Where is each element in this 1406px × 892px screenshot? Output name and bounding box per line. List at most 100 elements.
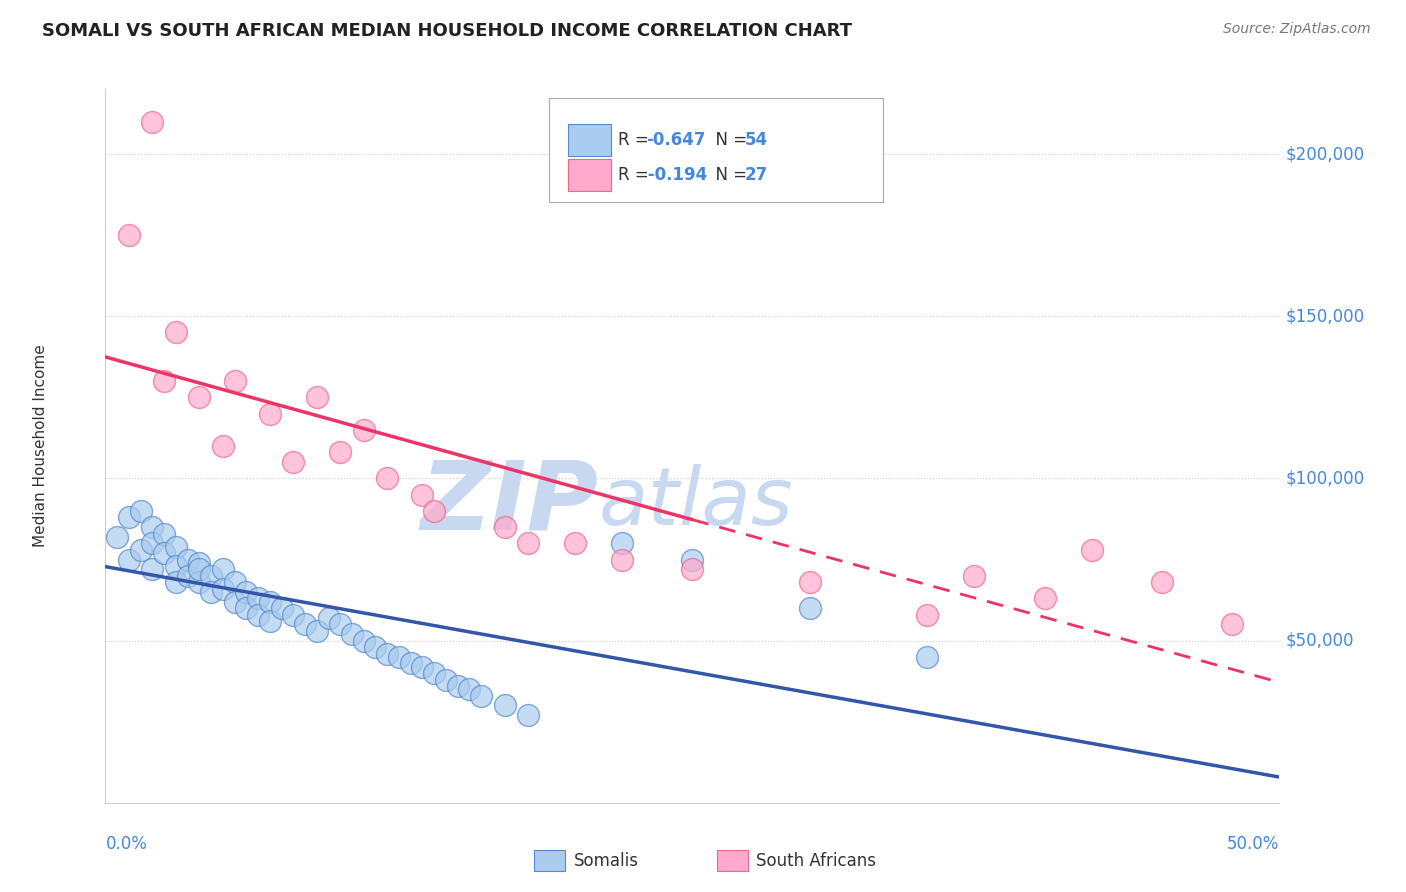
Point bbox=[176, 552, 198, 566]
Point bbox=[375, 471, 398, 485]
Point bbox=[318, 611, 340, 625]
Point bbox=[188, 390, 211, 404]
Text: 0.0%: 0.0% bbox=[105, 835, 148, 853]
Point bbox=[517, 536, 540, 550]
Text: SOMALI VS SOUTH AFRICAN MEDIAN HOUSEHOLD INCOME CORRELATION CHART: SOMALI VS SOUTH AFRICAN MEDIAN HOUSEHOLD… bbox=[42, 22, 852, 40]
Point bbox=[224, 595, 246, 609]
Point bbox=[118, 228, 141, 243]
Text: R =: R = bbox=[617, 166, 654, 184]
Point bbox=[141, 562, 163, 576]
Point bbox=[305, 390, 328, 404]
Point bbox=[165, 575, 187, 590]
Point bbox=[799, 575, 821, 590]
Text: $150,000: $150,000 bbox=[1285, 307, 1364, 326]
Point bbox=[105, 530, 128, 544]
Text: 54: 54 bbox=[744, 131, 768, 149]
Point bbox=[375, 647, 398, 661]
Point bbox=[247, 591, 270, 606]
Text: $200,000: $200,000 bbox=[1285, 145, 1364, 163]
Point bbox=[353, 633, 375, 648]
Point bbox=[211, 562, 233, 576]
Text: 50.0%: 50.0% bbox=[1227, 835, 1279, 853]
Point bbox=[364, 640, 387, 654]
Point bbox=[329, 445, 352, 459]
Point bbox=[470, 689, 492, 703]
Point bbox=[799, 601, 821, 615]
Point bbox=[423, 504, 446, 518]
Point bbox=[283, 455, 305, 469]
Point bbox=[118, 510, 141, 524]
Point bbox=[399, 657, 422, 671]
Point bbox=[188, 575, 211, 590]
Point bbox=[118, 552, 141, 566]
Point bbox=[153, 374, 176, 388]
Point bbox=[446, 679, 468, 693]
Point bbox=[259, 614, 281, 628]
Point bbox=[458, 682, 481, 697]
Point bbox=[235, 585, 257, 599]
Point bbox=[200, 568, 222, 582]
Text: $100,000: $100,000 bbox=[1285, 469, 1364, 487]
Text: atlas: atlas bbox=[599, 464, 793, 542]
Text: -0.194: -0.194 bbox=[641, 166, 707, 184]
Point bbox=[283, 607, 305, 622]
Point bbox=[141, 520, 163, 534]
Point bbox=[963, 568, 986, 582]
Point bbox=[153, 526, 176, 541]
Point bbox=[129, 504, 152, 518]
Point bbox=[564, 536, 586, 550]
Point bbox=[411, 488, 433, 502]
Point bbox=[494, 698, 516, 713]
Text: -0.647: -0.647 bbox=[645, 131, 706, 149]
Point bbox=[340, 627, 363, 641]
Point bbox=[165, 326, 187, 340]
Point bbox=[259, 595, 281, 609]
Point bbox=[141, 114, 163, 128]
Point bbox=[211, 439, 233, 453]
Point bbox=[270, 601, 292, 615]
Point bbox=[494, 520, 516, 534]
Text: Source: ZipAtlas.com: Source: ZipAtlas.com bbox=[1223, 22, 1371, 37]
Point bbox=[353, 423, 375, 437]
Point bbox=[294, 617, 316, 632]
Text: N =: N = bbox=[704, 166, 752, 184]
Point bbox=[259, 407, 281, 421]
Point bbox=[610, 536, 633, 550]
Text: Somalis: Somalis bbox=[574, 852, 638, 870]
Point bbox=[329, 617, 352, 632]
Point bbox=[165, 540, 187, 554]
Point bbox=[165, 559, 187, 574]
Point bbox=[517, 708, 540, 723]
Text: Median Household Income: Median Household Income bbox=[34, 344, 48, 548]
Point bbox=[153, 546, 176, 560]
Point bbox=[305, 624, 328, 638]
Point bbox=[224, 374, 246, 388]
Point bbox=[1080, 542, 1102, 557]
Point bbox=[423, 666, 446, 681]
Point bbox=[681, 562, 703, 576]
Point bbox=[247, 607, 270, 622]
Point bbox=[141, 536, 163, 550]
Text: R =: R = bbox=[617, 131, 654, 149]
Point bbox=[681, 552, 703, 566]
Text: $50,000: $50,000 bbox=[1285, 632, 1354, 649]
Point bbox=[434, 673, 457, 687]
Point bbox=[200, 585, 222, 599]
Point bbox=[176, 568, 198, 582]
Text: ZIP: ZIP bbox=[420, 457, 599, 549]
Point bbox=[1033, 591, 1056, 606]
Point bbox=[188, 562, 211, 576]
Point bbox=[915, 607, 938, 622]
Point bbox=[610, 552, 633, 566]
Text: 27: 27 bbox=[744, 166, 768, 184]
Text: N =: N = bbox=[704, 131, 752, 149]
Point bbox=[1150, 575, 1173, 590]
Text: South Africans: South Africans bbox=[756, 852, 876, 870]
Point bbox=[388, 649, 411, 664]
Point bbox=[129, 542, 152, 557]
Point bbox=[188, 556, 211, 570]
Point bbox=[411, 659, 433, 673]
Point bbox=[224, 575, 246, 590]
Point bbox=[235, 601, 257, 615]
Point bbox=[915, 649, 938, 664]
